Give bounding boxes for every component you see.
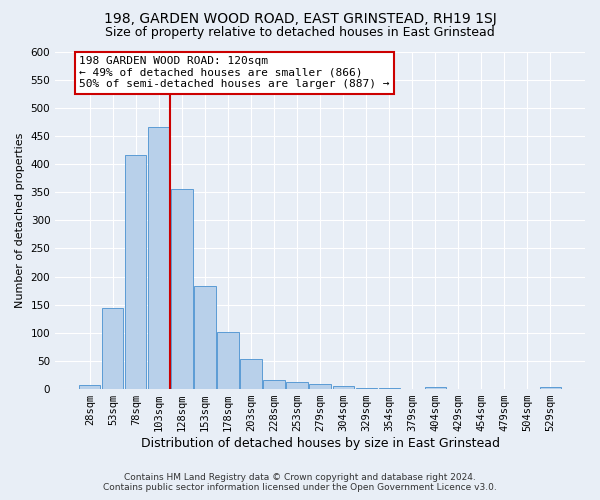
- Bar: [310, 384, 331, 389]
- Bar: [540, 388, 561, 389]
- Bar: [79, 384, 100, 389]
- Text: 198, GARDEN WOOD ROAD, EAST GRINSTEAD, RH19 1SJ: 198, GARDEN WOOD ROAD, EAST GRINSTEAD, R…: [104, 12, 496, 26]
- Bar: [356, 388, 377, 389]
- Text: Contains HM Land Registry data © Crown copyright and database right 2024.
Contai: Contains HM Land Registry data © Crown c…: [103, 472, 497, 492]
- Bar: [332, 386, 353, 389]
- Bar: [286, 382, 308, 389]
- Bar: [172, 190, 193, 389]
- Bar: [401, 388, 423, 389]
- Bar: [194, 286, 215, 389]
- Text: Size of property relative to detached houses in East Grinstead: Size of property relative to detached ho…: [105, 26, 495, 39]
- Bar: [148, 128, 170, 389]
- Y-axis label: Number of detached properties: Number of detached properties: [15, 132, 25, 308]
- Bar: [125, 155, 146, 389]
- Text: 198 GARDEN WOOD ROAD: 120sqm
← 49% of detached houses are smaller (866)
50% of s: 198 GARDEN WOOD ROAD: 120sqm ← 49% of de…: [79, 56, 390, 89]
- Bar: [425, 388, 446, 389]
- Bar: [263, 380, 284, 389]
- Bar: [241, 358, 262, 389]
- Bar: [217, 332, 239, 389]
- X-axis label: Distribution of detached houses by size in East Grinstead: Distribution of detached houses by size …: [140, 437, 500, 450]
- Bar: [102, 308, 124, 389]
- Bar: [379, 388, 400, 389]
